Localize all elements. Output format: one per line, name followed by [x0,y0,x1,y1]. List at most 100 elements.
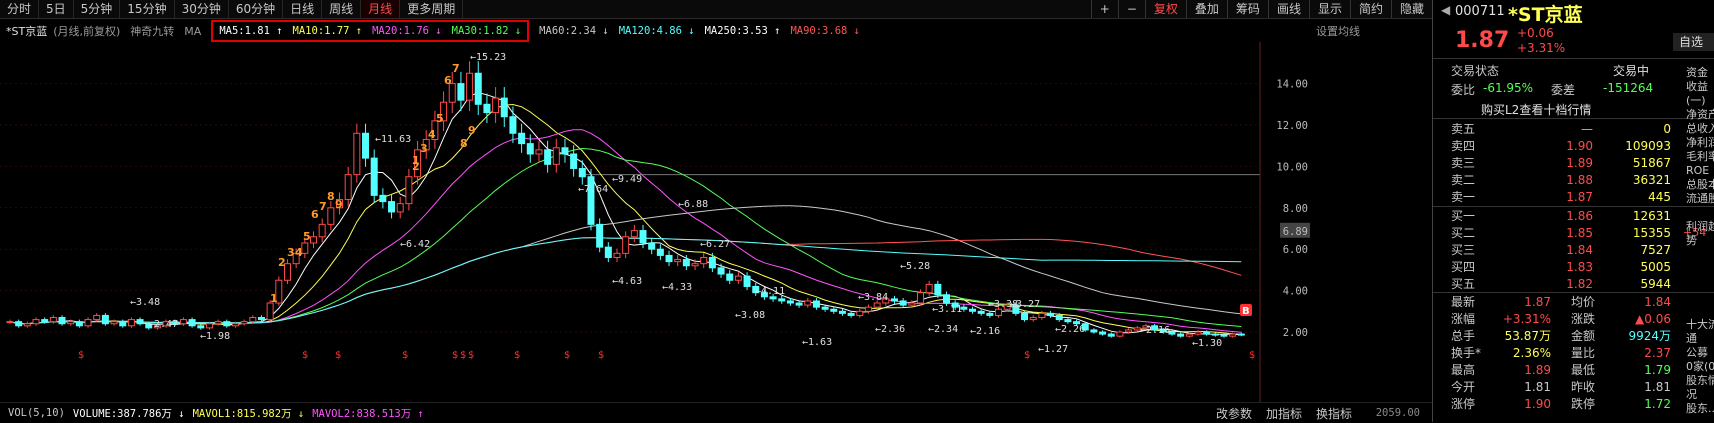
candle-body [882,298,890,304]
candle-body [821,306,829,310]
tab-1[interactable]: 5日 [39,0,74,18]
side-item[interactable]: 净资产 [1686,108,1714,121]
buy-l2-link[interactable]: 购买L2查看十档行情 [1481,103,1592,117]
side-item[interactable]: 十大流通 [1686,318,1714,345]
tab-9[interactable]: 更多周期 [400,0,464,18]
edit-params-button[interactable]: 改参数 [1215,406,1252,421]
tab-4[interactable]: 30分钟 [175,0,229,18]
price-annotations: ←15.23 ←11.63 ←6.42 ←7.64 ←6.88 ←6.27 ←9.49 ←4.… [130,52,1222,355]
buy-2-label: 买二 [1451,226,1476,240]
price-annotation: ←11.63 [375,134,411,145]
nine-turn-mark: 3 [287,246,295,259]
toolbar-action-6[interactable]: 显示 [1308,0,1350,18]
candle-body [769,296,777,300]
candle-body [691,263,699,267]
add-indicator-button[interactable]: 加指标 [1265,406,1302,421]
tab-3[interactable]: 15分钟 [120,0,175,18]
toolbar-action-4[interactable]: 筹码 [1226,0,1268,18]
quote-header: ◀ 000711 *ST京蓝 1.87 +0.06 +3.31% 自选 [1433,0,1714,65]
buy-3-volume: 7527 [1640,243,1671,257]
candle-body [171,321,179,325]
toolbar-action-0[interactable]: + [1090,0,1118,18]
toolbar-action-5[interactable]: 画线 [1267,0,1309,18]
back-arrow-icon[interactable]: ◀ [1441,3,1451,17]
candle-body [760,292,768,298]
candle-body [1203,331,1211,335]
candle-body [786,300,794,304]
nine-turn-mark: 4 [428,128,436,141]
candle-body [197,325,205,329]
side-item[interactable]: 资金 [1686,66,1708,79]
candle-body [283,263,291,281]
stat-value: 1.84 [1644,295,1671,309]
side-item[interactable]: 毛利率 [1686,150,1714,163]
sell-2-row: 卖二 1.88 36321 [1433,172,1678,188]
tab-6[interactable]: 日线 [283,0,323,18]
side-item[interactable]: 利润趋势 [1686,220,1714,247]
side-item[interactable]: 收益(一) [1686,80,1708,107]
side-item[interactable]: 总收入 [1686,122,1714,135]
price-annotation: ←2.36 [875,324,905,335]
toolbar-action-1[interactable]: − [1117,0,1145,18]
tab-5[interactable]: 60分钟 [229,0,284,18]
candle-body [908,302,916,306]
candle-body [1073,321,1081,325]
switch-indicator-button[interactable]: 换指标 [1315,406,1352,421]
candle-body [292,252,300,265]
nine-turn-mark: 7 [319,200,327,213]
stat-label: 涨幅 [1451,312,1476,326]
ma-value-extra-1: MA120:4.86 ↓ [618,25,695,37]
s-marker: $ [1024,350,1030,361]
candle-body [49,317,57,323]
vol-label: VOL(5,10) [8,407,65,419]
side-item[interactable]: 0家(0) [1686,360,1714,373]
candle-body [110,321,118,325]
buy-2-row: 买二 1.85 15355 +54 [1433,225,1706,241]
candle-body [700,256,708,265]
candle-body [899,300,907,306]
candle-body [639,230,647,244]
price-annotation: ←2.34 [928,324,958,335]
indicator-label[interactable]: 神奇九转 [130,25,175,38]
ma-prefix: MA [184,24,202,38]
tab-2[interactable]: 5分钟 [74,0,121,18]
divider [1433,206,1714,207]
candle-body [492,97,500,114]
candle-body [986,312,994,316]
sell-2-label: 卖二 [1451,173,1476,187]
toolbar-action-8[interactable]: 隐藏 [1390,0,1432,18]
stock-name: *ST京蓝 [1508,4,1583,26]
side-item[interactable]: 股东情况 [1686,374,1714,401]
side-item[interactable]: 公募 [1686,346,1708,359]
toolbar-action-2[interactable]: 复权 [1144,0,1186,18]
candle-body [405,176,413,205]
ma-value-extra-0: MA60:2.34 ↓ [539,25,609,37]
side-item[interactable]: ROE [1686,164,1710,177]
sell-5-volume: 0 [1663,122,1671,136]
candle-body [1038,312,1046,319]
side-item[interactable]: 总股本 [1686,178,1714,191]
watchlist-button[interactable]: 自选 [1673,33,1714,51]
side-item[interactable]: 股东... [1686,402,1714,415]
candle-body [1064,319,1072,323]
toolbar-action-3[interactable]: 叠加 [1185,0,1227,18]
candle-body [969,308,977,312]
s-marker: $ [335,350,341,361]
s-marker: $ [460,350,466,361]
toolbar-action-7[interactable]: 简约 [1349,0,1391,18]
candle-body [440,101,448,122]
tab-7[interactable]: 周线 [322,0,362,18]
price-annotation: ←2.16 [970,326,1000,337]
candle-body [93,314,101,321]
candle-body [266,302,274,321]
tab-0[interactable]: 分时 [0,0,40,18]
side-item[interactable]: 净利润 [1686,136,1714,149]
nine-turn-mark: 1 [412,154,420,167]
candlestick-chart[interactable]: 14.00 12.00 10.00 8.00 6.89 6.00 4.00 2.00 ←15.… [0,42,1432,402]
tab-8[interactable]: 月线 [361,0,401,18]
stat-label: 今开 [1451,380,1476,394]
side-item[interactable]: 流通股 [1686,192,1714,205]
set-ma-button[interactable]: 设置均线 [1316,25,1360,38]
y-tick-1: 12.00 [1276,120,1308,132]
stat-今开: 今开 1.81 [1433,379,1555,396]
